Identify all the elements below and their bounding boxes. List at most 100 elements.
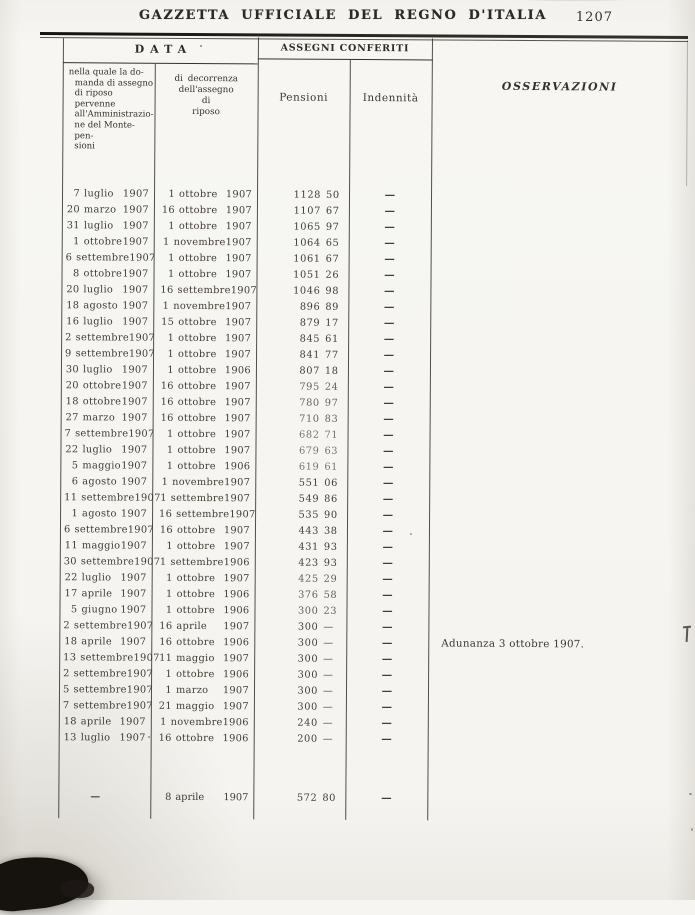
osservazioni-cell (429, 443, 685, 461)
indennita-dash: — (382, 525, 394, 538)
decorrenza-date-cell: 16 settembre 1907 (153, 282, 257, 299)
pensione-lire: 300 (297, 653, 319, 665)
pensione-cent: 29 (323, 573, 338, 585)
decorrenza-date-cell: 1 ottobre 1906 (153, 362, 256, 379)
domanda-month: settembre (81, 491, 135, 504)
osservazioni-cell (429, 555, 685, 573)
decorrenza-day: 1 (167, 348, 175, 360)
decorrenza-day: 16 (158, 732, 172, 744)
decorrenza-day: 1 (160, 716, 167, 728)
decorrenza-year: 1907 (223, 540, 250, 552)
domanda-day: 16 (66, 315, 80, 327)
decorrenza-day: 16 (159, 508, 173, 520)
pensione-cent: 89 (325, 301, 340, 313)
indennita-dash: — (381, 637, 393, 650)
decorrenza-day: 1 (168, 220, 175, 232)
domanda-month: settembre (74, 523, 128, 536)
pensione-cent: 97 (325, 221, 340, 233)
pensione-cent: 97 (324, 397, 339, 409)
decorrenza-day: 1 (165, 668, 173, 680)
table-right-border (686, 39, 688, 186)
domanda-day: 1 (73, 235, 80, 247)
decorrenza-day: 16 (161, 204, 175, 216)
footer-pensione-lire: 572 (296, 792, 318, 804)
domanda-month: maggio (81, 539, 121, 552)
pensione-lire: 1061 (293, 253, 321, 265)
header-bottom-rule (0, 0, 626, 1)
pensione-lire: 300 (297, 621, 319, 633)
osservazioni-cell (431, 219, 687, 237)
domanda-day: 22 (64, 571, 78, 583)
pensione-lire: 1051 (293, 269, 321, 281)
domanda-day: 18 (63, 715, 77, 727)
pensione-amount-cell: 1128 50 (257, 186, 349, 203)
pensione-lire: 807 (299, 365, 320, 377)
domanda-year: 1907 (119, 732, 146, 744)
indennita-cell: — (347, 491, 429, 508)
decorrenza-day: 1 (160, 492, 167, 504)
decorrenza-day: 1 (165, 604, 173, 616)
decorrenza-day: 16 (160, 412, 174, 424)
pensione-amount-cell: 300 — (254, 698, 346, 715)
indennita-dash: — (383, 317, 395, 330)
osservazioni-cell (428, 715, 684, 733)
footer-domanda-dash: — (90, 790, 101, 802)
domanda-day: 13 (63, 731, 77, 743)
osservazioni-cell (428, 667, 684, 685)
osservazioni-cell (430, 395, 686, 413)
decorrenza-day: 1 (162, 300, 170, 312)
osservazioni-cell (429, 587, 685, 605)
decorrenza-month: ottobre (176, 588, 216, 600)
decorrenza-month: maggio (175, 700, 215, 712)
domanda-year: 1907 (121, 460, 148, 472)
footer-pensione-cent: 80 (322, 792, 337, 804)
indennita-cell: — (346, 603, 428, 620)
pensione-cent: 77 (325, 349, 339, 361)
decorrenza-date-cell: 16 ottobre 1907 (154, 202, 257, 219)
domanda-date-cell: 13 luglio 1907 (59, 729, 151, 746)
decorrenza-day: 1 (167, 332, 175, 344)
domanda-month: luglio (80, 731, 111, 743)
pensione-cent: — (323, 621, 334, 633)
osservazioni-cell (430, 363, 686, 381)
decorrenza-month: ottobre (178, 332, 217, 344)
decorrenza-month: settembre (177, 284, 231, 296)
domanda-year: 1907 (122, 236, 149, 248)
decorrenza-day: 1 (167, 268, 175, 280)
decorrenza-day: 1 (166, 588, 173, 600)
domanda-day: 31 (66, 219, 80, 231)
pensione-amount-cell: 710 83 (256, 410, 348, 427)
decorrenza-year: 1906 (222, 732, 249, 744)
domanda-date-cell: 9 settembre 1907 (61, 345, 155, 362)
osservazioni-cell: Adunanza 3 ottobre 1907. (428, 635, 684, 653)
decorrenza-month: ottobre (177, 380, 217, 392)
decorrenza-date-cell: 1 ottobre 1907 (152, 570, 255, 587)
indennita-dash: — (381, 733, 393, 746)
domanda-date-cell: 6 settembre 1907 (62, 249, 156, 266)
indennita-dash: — (381, 701, 393, 714)
decorrenza-year: 1906 (222, 668, 250, 680)
domanda-month: settembre (73, 667, 127, 680)
osservazioni-cell (429, 539, 685, 557)
footer-pensione-cell: 572 80 (253, 789, 345, 806)
speck-artifact (148, 736, 150, 738)
domanda-year: 1907 (121, 396, 148, 408)
osservazioni-cell (430, 267, 686, 285)
decorrenza-year: 1906 (224, 460, 251, 472)
pensione-lire: 300 (297, 685, 319, 697)
indennita-cell: — (346, 635, 428, 652)
indennita-cell: — (347, 555, 429, 572)
domanda-year: 1907 (120, 508, 148, 520)
decorrenza-year: 1907 (223, 572, 250, 584)
pensione-amount-cell: 845 61 (256, 330, 348, 347)
pensione-cent: 61 (324, 461, 339, 473)
decorrenza-day: 15 (161, 316, 175, 328)
pensione-lire: 300 (297, 637, 319, 649)
indennita-dash: — (383, 413, 395, 426)
pensione-amount-cell: 200 — (254, 730, 346, 747)
pensione-cent: — (322, 685, 334, 697)
indennita-dash: — (383, 333, 395, 346)
decorrenza-year: 1907 (223, 524, 251, 536)
decorrenza-date-cell: 1 novembre 1907 (154, 234, 257, 251)
